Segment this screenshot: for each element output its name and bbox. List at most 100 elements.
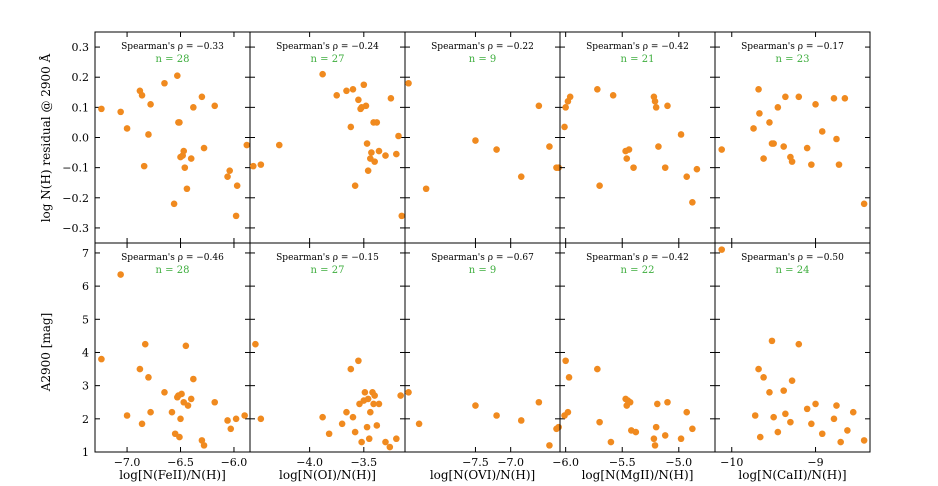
sample-size-label: n = 28 (156, 265, 190, 276)
y-tick-label: 6 (82, 280, 89, 293)
data-point (755, 365, 762, 373)
spearman-label: Spearman's ρ = −0.50 (741, 253, 844, 263)
data-point (808, 161, 815, 168)
data-point (756, 110, 763, 117)
data-point (177, 415, 184, 423)
panel-2: Spearman's ρ = −0.24 n = 27 (249, 31, 406, 244)
data-point (136, 365, 144, 373)
data-point (351, 428, 359, 436)
x-tick-label: −6.0 (221, 456, 248, 469)
spearman-label: Spearman's ρ = −0.67 (431, 253, 534, 263)
data-point (398, 212, 406, 220)
data-point (683, 408, 691, 416)
data-point (755, 85, 762, 93)
data-point (355, 96, 362, 104)
panel-10: −10 −9 Spearman's ρ = −0.50 n = 24 log[N(CaI… (714, 242, 871, 482)
data-point (351, 182, 359, 190)
data-point (211, 398, 219, 406)
data-point (168, 408, 176, 416)
data-point (343, 87, 350, 95)
sample-size-label: n = 27 (311, 265, 345, 276)
sample-size-label: n = 21 (621, 54, 655, 65)
panel-4: Spearman's ρ = −0.42 n = 21 (559, 31, 716, 244)
sample-size-label: n = 22 (621, 265, 655, 276)
data-point (224, 417, 231, 424)
data-point (117, 271, 124, 278)
data-point (830, 415, 838, 423)
data-point (594, 365, 601, 373)
data-point (844, 427, 851, 434)
data-point (375, 400, 383, 408)
y-tick-label: 0.3 (72, 41, 90, 54)
data-point (782, 410, 789, 418)
data-point (596, 418, 603, 426)
data-point (770, 413, 777, 421)
data-point (141, 340, 149, 348)
data-point (849, 408, 857, 416)
data-point (232, 415, 240, 423)
data-point (227, 425, 235, 433)
data-point (349, 413, 357, 421)
x-axis-label: log[N(OI)/N(H)] (279, 468, 376, 482)
data-point (145, 131, 152, 138)
panel-9: −6.0 −5.5 −5.0 Spearman's ρ = −0.42 n = 22 lo… (552, 242, 716, 482)
data-point (347, 365, 355, 373)
data-point (226, 167, 233, 174)
data-point (689, 199, 696, 206)
data-point (677, 131, 685, 138)
x-axis-label: log[N(MgII)/N(H)] (582, 468, 694, 482)
data-point (803, 405, 811, 413)
data-point (566, 93, 574, 101)
y-tick-label: 4 (82, 346, 89, 359)
data-point (546, 442, 553, 449)
data-point (803, 144, 811, 152)
data-point (780, 387, 788, 394)
data-point (176, 119, 183, 126)
data-point (561, 123, 568, 131)
data-point (860, 200, 868, 208)
spearman-label: Spearman's ρ = −0.17 (741, 42, 844, 52)
data-point (664, 398, 671, 406)
data-point (368, 149, 375, 156)
data-point (211, 102, 219, 110)
data-point (760, 155, 767, 162)
data-point (363, 423, 371, 431)
data-point (607, 438, 615, 446)
y-tick-label: 0.2 (72, 71, 90, 84)
data-point (347, 123, 355, 131)
data-point (422, 185, 430, 193)
data-point (818, 128, 826, 135)
data-point (833, 402, 840, 409)
data-point (200, 144, 208, 152)
data-point (198, 93, 206, 101)
data-point (373, 119, 381, 126)
x-tick-label: −3.5 (350, 456, 377, 469)
data-point (319, 413, 326, 421)
data-point (200, 442, 208, 449)
data-point (198, 437, 206, 444)
data-point (835, 161, 843, 168)
data-point (174, 72, 181, 80)
panel-6: −7.0 −6.5 −6.0 1 2 3 4 5 6 7 Spearman's ρ = −0.46 n… (82, 242, 251, 482)
data-point (787, 418, 794, 426)
spearman-label: Spearman's ρ = −0.15 (276, 253, 379, 263)
data-point (241, 412, 248, 419)
x-axis-label: log[N(CaII)/N(H)] (738, 468, 846, 482)
data-point (405, 388, 412, 396)
data-point (360, 81, 368, 89)
data-point (138, 420, 146, 428)
sample-size-label: n = 24 (776, 265, 810, 276)
data-point (145, 374, 152, 381)
data-point (371, 392, 378, 399)
data-point (184, 402, 192, 409)
data-point (625, 146, 633, 153)
data-point (187, 395, 195, 403)
data-point (718, 146, 726, 153)
data-point (517, 417, 525, 424)
data-point (161, 79, 168, 87)
data-point (652, 423, 660, 431)
data-point (393, 150, 400, 158)
data-point (472, 137, 479, 144)
sample-size-label: n = 23 (776, 54, 810, 65)
data-point (349, 85, 357, 93)
